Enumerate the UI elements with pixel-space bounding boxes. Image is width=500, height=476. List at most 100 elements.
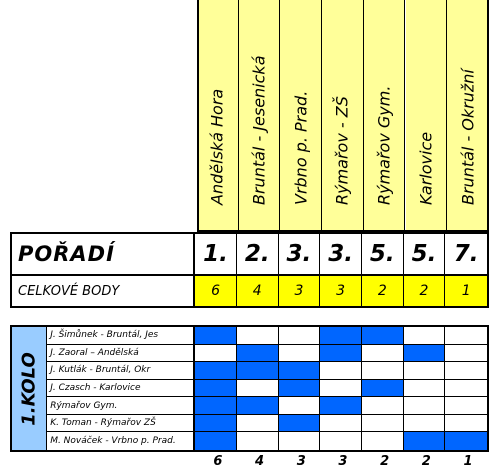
match-row: J. Zaoral – Andělská (47, 344, 487, 363)
empty-cell (362, 432, 404, 451)
marked-cell (278, 414, 321, 432)
team-name: Bruntál - Okružní (458, 69, 478, 205)
marked-cell (445, 432, 487, 451)
marked-cell (236, 362, 279, 379)
marked-cell (403, 344, 446, 362)
empty-cell (279, 397, 321, 414)
round-totals: 6 4 3 3 2 2 1 (197, 452, 489, 472)
team-name: Bruntál - Jesenická (249, 55, 269, 206)
empty-cell (445, 380, 487, 397)
marked-cell (195, 362, 237, 379)
round-total: 2 (380, 454, 390, 469)
match-row: K. Toman - Rýmařov ZŠ (47, 414, 487, 433)
round-table: 1.KOLO J. Šimůnek - Bruntál, Jes J. Zaora… (10, 325, 489, 452)
points-cell: 6 (195, 276, 237, 306)
rank-cell: 3. (320, 234, 362, 274)
marked-cell (278, 362, 321, 379)
rank-label: POŘADÍ (12, 234, 196, 274)
match-row: J. Šimůnek - Bruntál, Jes (47, 327, 487, 345)
rank-cell: 3. (279, 234, 321, 274)
round-total: 2 (421, 454, 431, 469)
empty-cell (404, 414, 446, 432)
rank-cell: 5. (404, 234, 446, 274)
points-cell: 3 (278, 276, 321, 306)
match-row: Rýmařov Gym. (47, 397, 487, 415)
marked-cell (320, 344, 362, 362)
empty-cell (237, 432, 279, 451)
empty-cell (445, 397, 487, 414)
team-name: Rýmařov Gym. (374, 85, 394, 205)
match-name: Rýmařov Gym. (47, 397, 196, 414)
match-name: J. Kutlák - Bruntál, Okr (47, 362, 196, 379)
rank-row: POŘADÍ 1. 2. 3. 3. 5. 5. 7. (12, 234, 487, 276)
rank-cell: 2. (237, 234, 279, 274)
team-header: Bruntál - Okružní (447, 0, 489, 232)
marked-cell (320, 327, 362, 344)
marked-cell (278, 379, 321, 397)
points-cell: 3 (320, 276, 362, 306)
rank-cell: 7. (453, 241, 479, 267)
marked-cell (320, 397, 362, 414)
match-name: J. Šimůnek - Bruntál, Jes (47, 327, 196, 344)
round-label-cell: 1.KOLO (12, 327, 48, 450)
empty-cell (404, 379, 446, 397)
marked-cell (361, 379, 404, 397)
empty-cell (279, 344, 321, 362)
empty-cell (362, 362, 404, 379)
empty-cell (279, 432, 321, 451)
empty-cell (445, 362, 487, 379)
match-row: J. Czasch - Karlovice (47, 379, 487, 398)
empty-cell (445, 327, 487, 344)
round-total: 3 (338, 454, 348, 469)
match-name: J. Czasch - Karlovice (47, 379, 196, 397)
empty-cell (237, 327, 279, 344)
empty-cell (195, 344, 237, 362)
rank-cell: 5. (362, 234, 404, 274)
empty-cell (404, 362, 446, 379)
team-header: Bruntál - Jesenická (238, 0, 281, 232)
marked-cell (195, 397, 237, 414)
team-name: Vrbno p. Prad. (291, 90, 311, 205)
empty-cell (404, 327, 446, 344)
round-label: 1.KOLO (18, 351, 40, 426)
team-name: Rýmařov - ZŠ (332, 96, 352, 205)
team-header: Rýmařov - ZŠ (322, 0, 364, 232)
team-header: Rýmařov Gym. (363, 0, 406, 232)
marked-cell (195, 414, 237, 432)
empty-cell (362, 344, 404, 362)
points-cell: 4 (236, 276, 279, 306)
empty-cell (362, 414, 404, 432)
empty-cell (279, 327, 321, 344)
marked-cell (236, 397, 279, 414)
team-header: Vrbno p. Prad. (280, 0, 323, 232)
match-name: M. Nováček - Vrbno p. Prad. (47, 432, 196, 451)
marked-cell (403, 432, 446, 451)
round-total: 4 (255, 454, 265, 469)
empty-cell (320, 414, 362, 432)
team-header: Andělská Hora (197, 0, 239, 232)
points-cell: 1 (445, 276, 487, 306)
round-total: 1 (463, 454, 473, 469)
team-header: Karlovice (405, 0, 448, 232)
empty-cell (362, 397, 404, 414)
empty-cell (445, 345, 487, 362)
empty-cell (237, 379, 279, 397)
empty-cell (404, 397, 446, 414)
match-name: J. Zaoral – Andělská (47, 344, 196, 362)
marked-cell (361, 327, 404, 344)
match-name: K. Toman - Rýmařov ZŠ (47, 414, 196, 432)
marked-cell (195, 327, 237, 344)
empty-cell (320, 379, 362, 397)
round-body: J. Šimůnek - Bruntál, Jes J. Zaoral – And… (47, 327, 487, 451)
empty-cell (320, 362, 362, 379)
points-cell: 2 (361, 276, 404, 306)
points-row: CELKOVÉ BODY 6 4 3 3 2 2 1 (12, 276, 487, 306)
team-name: Karlovice (416, 131, 436, 205)
empty-cell (320, 432, 362, 451)
rank-cell: 1. (195, 234, 237, 274)
points-cell: 2 (403, 276, 446, 306)
marked-cell (236, 344, 279, 362)
match-row: J. Kutlák - Bruntál, Okr (47, 362, 487, 380)
team-name: Andělská Hora (207, 88, 227, 205)
